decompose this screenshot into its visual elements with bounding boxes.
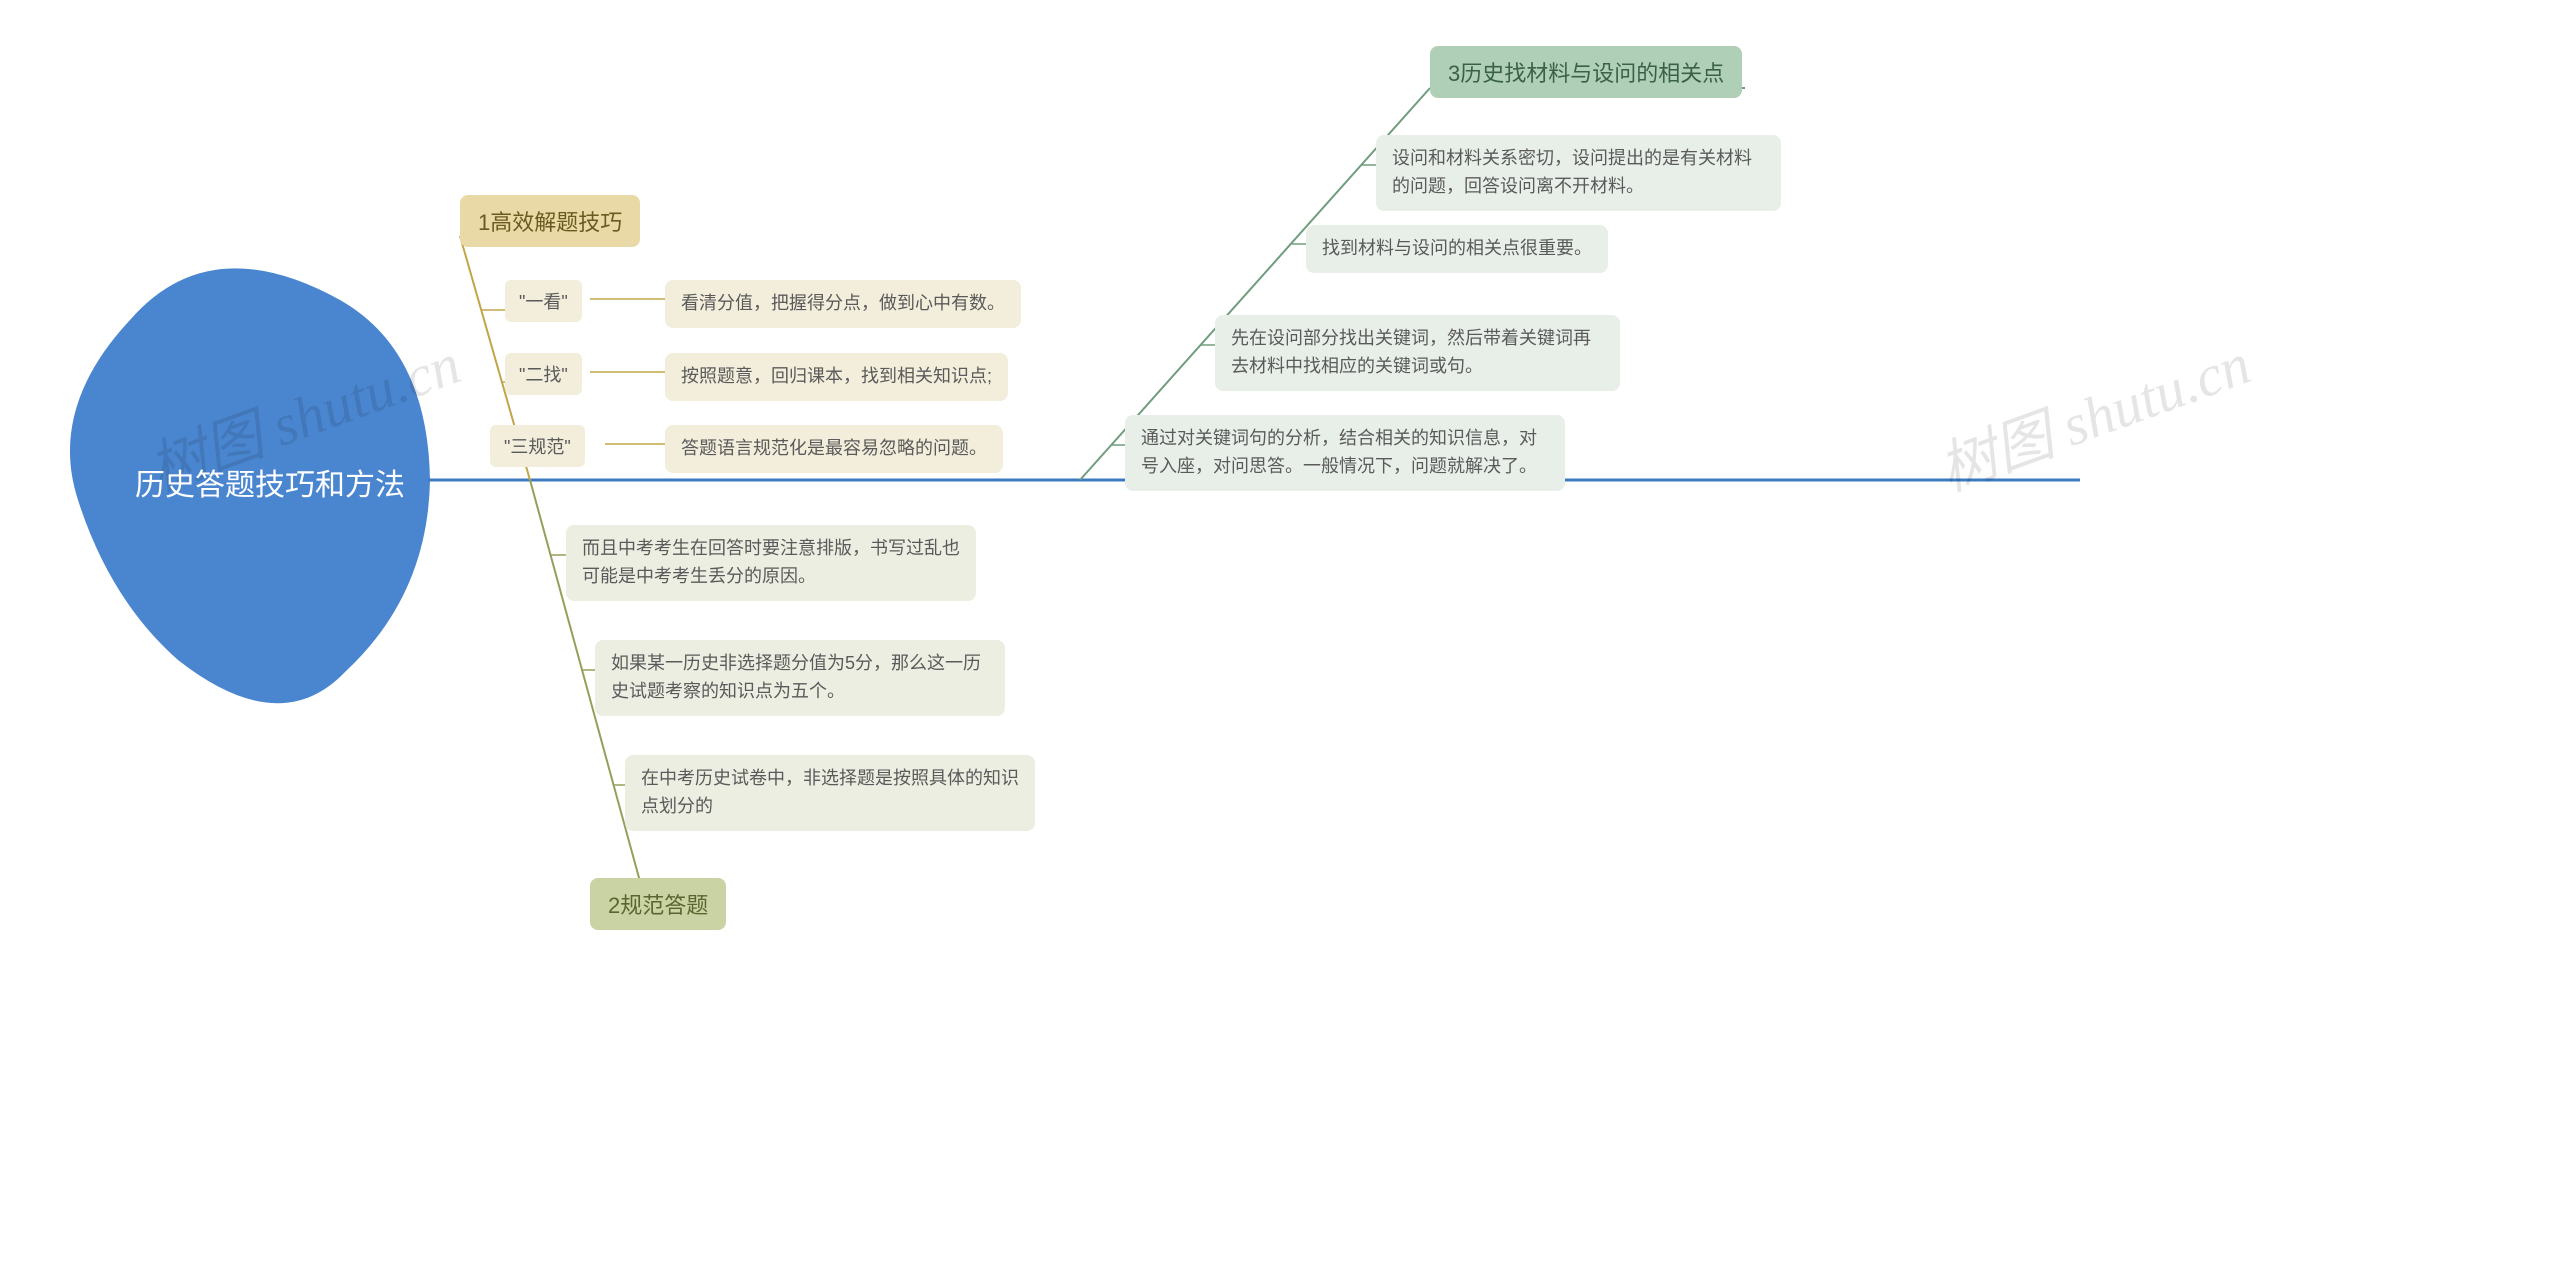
branch3-leaf1: 通过对关键词句的分析，结合相关的知识信息，对号入座，对问思答。一般情况下，问题就… [1125, 415, 1565, 491]
branch1-title: 1高效解题技巧 [460, 195, 640, 247]
root-node: 历史答题技巧和方法 [135, 460, 405, 504]
branch1-sub3-desc: 答题语言规范化是最容易忽略的问题。 [665, 425, 1003, 473]
branch3-leaf2: 先在设问部分找出关键词，然后带着关键词再去材料中找相应的关键词或句。 [1215, 315, 1620, 391]
branch3-leaf4: 设问和材料关系密切，设问提出的是有关材料的问题，回答设问离不开材料。 [1376, 135, 1781, 211]
root-text: 历史答题技巧和方法 [135, 469, 405, 502]
branch3-leaf3: 找到材料与设问的相关点很重要。 [1306, 225, 1608, 273]
branch1-sub2-label: "二找" [505, 353, 582, 395]
branch1-sub2-desc: 按照题意，回归课本，找到相关知识点; [665, 353, 1008, 401]
branch3-title: 3历史找材料与设问的相关点 [1430, 46, 1742, 98]
connections-svg [0, 0, 2560, 1280]
branch2-leaf3: 在中考历史试卷中，非选择题是按照具体的知识点划分的 [625, 755, 1035, 831]
branch1-sub3-label: "三规范" [490, 425, 585, 467]
branch2-leaf1: 而且中考考生在回答时要注意排版，书写过乱也可能是中考考生丢分的原因。 [566, 525, 976, 601]
branch2-title: 2规范答题 [590, 878, 726, 930]
branch1-sub1-desc: 看清分值，把握得分点，做到心中有数。 [665, 280, 1021, 328]
branch2-leaf2: 如果某一历史非选择题分值为5分，那么这一历史试题考察的知识点为五个。 [595, 640, 1005, 716]
branch1-sub1-label: "一看" [505, 280, 582, 322]
